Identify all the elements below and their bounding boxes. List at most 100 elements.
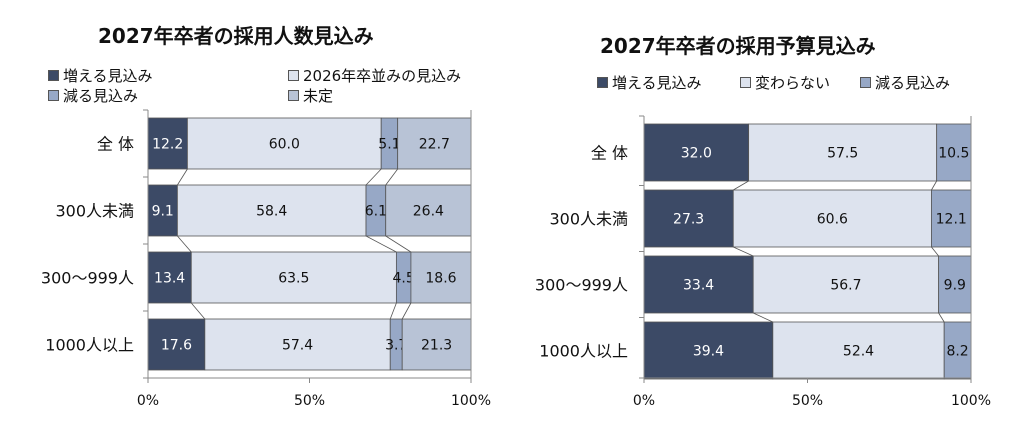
legend-label: 変わらない <box>755 74 831 92</box>
legend-swatch <box>597 77 608 88</box>
data-label: 13.4 <box>154 271 185 287</box>
legend-swatch <box>288 90 299 101</box>
connector-line <box>365 168 382 186</box>
data-label: 63.5 <box>278 271 309 287</box>
legend-item-decrease: 減る見込み <box>48 85 138 106</box>
stacked-bar-plot: 12.2 60.0 5.1 22.7 全 体 9.1 58.4 6.1 26.4 300人未満 13… <box>41 109 491 409</box>
data-label: 26.4 <box>413 204 444 220</box>
bar-segment <box>147 184 178 237</box>
data-label: 3.7 <box>385 338 407 354</box>
legend-swatch <box>740 77 751 88</box>
bar-segment <box>147 117 188 170</box>
x-tick-label: 100% <box>951 393 991 409</box>
bar-segment <box>643 255 754 314</box>
connector-line <box>938 312 945 323</box>
connector-line <box>733 246 754 257</box>
connector-line <box>177 168 188 186</box>
bar-segment <box>748 123 938 182</box>
x-tick-label: 0% <box>137 393 159 409</box>
data-label: 57.4 <box>282 338 313 354</box>
x-tick-label: 50% <box>792 393 823 409</box>
data-label: 39.4 <box>693 344 724 360</box>
hiring-budget-chart: 2027年卒者の採用予算見込み 増える見込み 変わらない 減る見込み 32.0 5… <box>512 0 1024 425</box>
legend-item-undecided: 未定 <box>288 85 333 106</box>
x-tick-label: 50% <box>294 393 325 409</box>
data-label: 8.2 <box>946 344 968 360</box>
legend-swatch <box>48 70 59 81</box>
category-label: 1000人以上 <box>539 342 628 361</box>
legend-item-same: 2026年卒並みの見込み <box>288 65 461 86</box>
bar-segment <box>147 318 206 371</box>
x-tick-label: 100% <box>451 393 491 409</box>
data-label: 52.4 <box>843 344 874 360</box>
connector-line <box>931 246 939 257</box>
bar-segment <box>397 117 472 170</box>
bar-segment <box>147 251 192 304</box>
data-label: 10.5 <box>938 146 969 162</box>
data-label: 60.6 <box>817 212 848 228</box>
data-label: 33.4 <box>683 278 714 294</box>
data-label: 22.7 <box>419 137 450 153</box>
connector-line <box>931 180 938 191</box>
bar-segment <box>938 255 972 314</box>
connector-line <box>753 312 774 323</box>
chart-title: 2027年卒者の採用予算見込み <box>600 34 876 58</box>
hiring-count-chart: 2027年卒者の採用人数見込み 増える見込み 2026年卒並みの見込み 減る見込… <box>41 24 491 409</box>
bar-segment <box>732 189 932 248</box>
stacked-bar-plot: 32.0 57.5 10.5 全 体 27.3 60.6 12.1 300人未満 33.4 56.… <box>535 115 991 409</box>
data-label: 32.0 <box>681 146 712 162</box>
category-label: 1000人以上 <box>45 336 134 355</box>
data-label: 6.1 <box>365 204 387 220</box>
legend-swatch <box>860 77 871 88</box>
data-label: 60.0 <box>269 137 300 153</box>
bar-segment <box>385 184 472 237</box>
legend-swatch <box>288 70 299 81</box>
connector-line <box>190 302 206 320</box>
connector-line <box>385 168 398 186</box>
connector-line <box>365 235 397 253</box>
bar-segment <box>204 318 391 371</box>
category-label: 300人未満 <box>55 202 134 221</box>
data-label: 9.1 <box>152 204 174 220</box>
x-tick-label: 0% <box>633 393 655 409</box>
bar-segment <box>176 184 367 237</box>
legend-label: 2026年卒並みの見込み <box>303 67 462 85</box>
category-label: 300～999人 <box>41 269 134 288</box>
bar-segment <box>936 123 972 182</box>
data-label: 57.5 <box>827 146 858 162</box>
legend-item-increase: 増える見込み <box>48 65 153 86</box>
data-label: 4.5 <box>393 271 415 287</box>
legend-label: 減る見込み <box>63 87 139 105</box>
category-label: 300～999人 <box>535 276 628 295</box>
category-label: 300人未満 <box>549 210 628 229</box>
data-label: 21.3 <box>421 338 452 354</box>
category-label: 全 体 <box>591 144 628 163</box>
bar-segment <box>772 321 945 380</box>
bar-segment <box>187 117 382 170</box>
connector-line <box>401 302 412 320</box>
legend-item-same: 変わらない <box>740 72 830 93</box>
data-label: 12.2 <box>152 137 183 153</box>
data-label: 18.6 <box>425 271 456 287</box>
data-label: 56.7 <box>830 278 861 294</box>
category-label: 全 体 <box>97 135 134 154</box>
legend-label: 減る見込み <box>875 74 951 92</box>
bar-segment <box>410 251 472 304</box>
legend-item-increase: 増える見込み <box>597 72 702 93</box>
data-label: 58.4 <box>256 204 287 220</box>
data-label: 12.1 <box>936 212 967 228</box>
legend-label: 増える見込み <box>63 67 153 85</box>
connector-line <box>389 302 397 320</box>
bar-segment <box>752 255 940 314</box>
connector-line <box>733 180 749 191</box>
legend-label: 増える見込み <box>612 74 702 92</box>
legend-label: 未定 <box>303 87 334 105</box>
connector-line <box>177 235 192 253</box>
legend-swatch <box>48 90 59 101</box>
chart-title: 2027年卒者の採用人数見込み <box>98 24 374 48</box>
data-label: 17.6 <box>161 338 192 354</box>
data-label: 27.3 <box>673 212 704 228</box>
bar-segment <box>401 318 472 371</box>
legend-item-decrease: 減る見込み <box>860 72 950 93</box>
data-label: 5.1 <box>378 137 400 153</box>
